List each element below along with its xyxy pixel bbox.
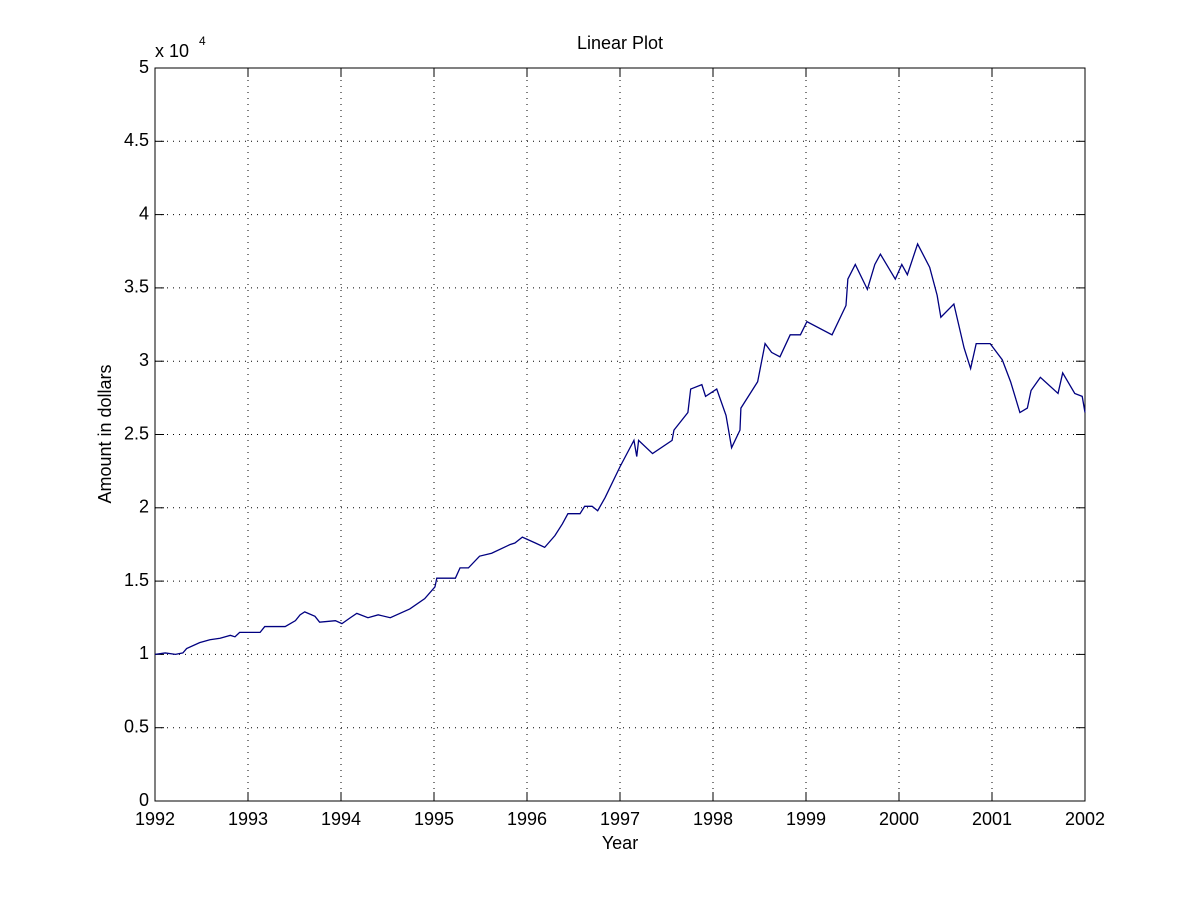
y-tick-label: 2 bbox=[139, 497, 149, 517]
y-tick-label: 4.5 bbox=[124, 130, 149, 150]
y-tick-label: 4 bbox=[139, 203, 149, 223]
x-tick-label: 1992 bbox=[135, 809, 175, 829]
y-axis-label: Amount in dollars bbox=[95, 364, 115, 503]
x-tick-label: 1996 bbox=[507, 809, 547, 829]
y-tick-label: 2.5 bbox=[124, 423, 149, 443]
x-tick-label: 1998 bbox=[693, 809, 733, 829]
x-tick-label: 1994 bbox=[321, 809, 361, 829]
chart-title: Linear Plot bbox=[577, 33, 663, 53]
scale-label: x 10 bbox=[155, 41, 189, 61]
x-tick-label: 1997 bbox=[600, 809, 640, 829]
x-axis-label: Year bbox=[602, 833, 638, 853]
x-tick-label: 2001 bbox=[972, 809, 1012, 829]
y-tick-label: 0 bbox=[139, 790, 149, 810]
y-tick-label: 5 bbox=[139, 57, 149, 77]
y-tick-label: 1.5 bbox=[124, 570, 149, 590]
y-tick-label: 3 bbox=[139, 350, 149, 370]
x-tick-label: 2000 bbox=[879, 809, 919, 829]
data-line bbox=[154, 242, 1086, 656]
x-tick-label: 1995 bbox=[414, 809, 454, 829]
x-tick-label: 1999 bbox=[786, 809, 826, 829]
x-tick-label: 2002 bbox=[1065, 809, 1105, 829]
x-tick-label: 1993 bbox=[228, 809, 268, 829]
plot-frame bbox=[154, 67, 1086, 802]
y-tick-label: 0.5 bbox=[124, 716, 149, 736]
scale-exponent: 4 bbox=[199, 34, 206, 48]
y-tick-label: 1 bbox=[139, 643, 149, 663]
y-tick-label: 3.5 bbox=[124, 277, 149, 297]
